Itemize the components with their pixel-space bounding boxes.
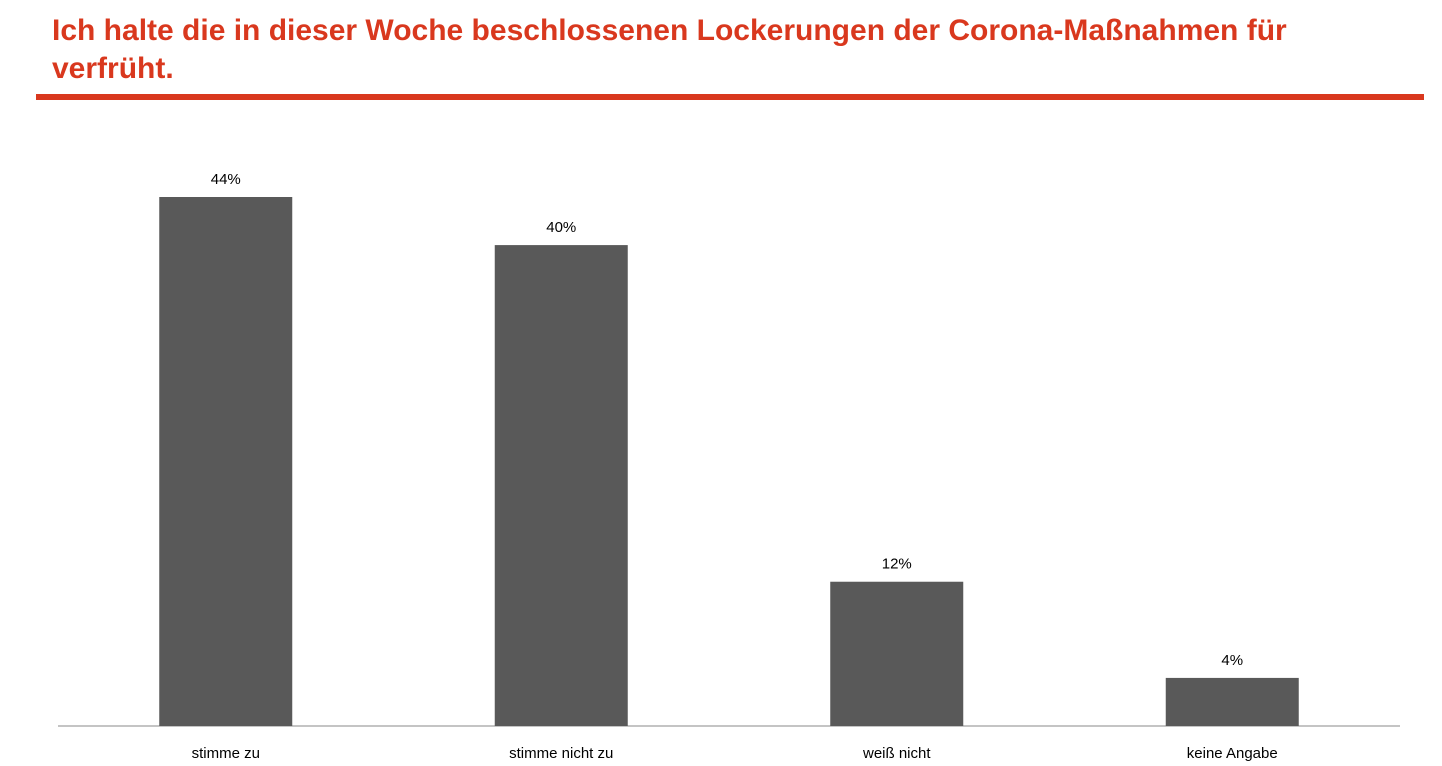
category-label: weiß nicht <box>862 745 931 762</box>
bar-2 <box>830 581 964 726</box>
chart-title: Ich halte die in dieser Woche beschlosse… <box>52 14 1287 85</box>
bar-1 <box>494 245 628 726</box>
data-label: 44% <box>211 171 241 188</box>
data-label: 4% <box>1221 652 1243 669</box>
category-label: keine Angabe <box>1187 745 1278 762</box>
bar-0 <box>159 197 293 726</box>
title-divider <box>36 94 1424 100</box>
category-label: stimme nicht zu <box>509 745 613 762</box>
category-label: stimme zu <box>192 745 260 762</box>
data-label: 12% <box>882 556 912 573</box>
bar-3 <box>1165 677 1299 726</box>
data-label: 40% <box>546 219 576 236</box>
